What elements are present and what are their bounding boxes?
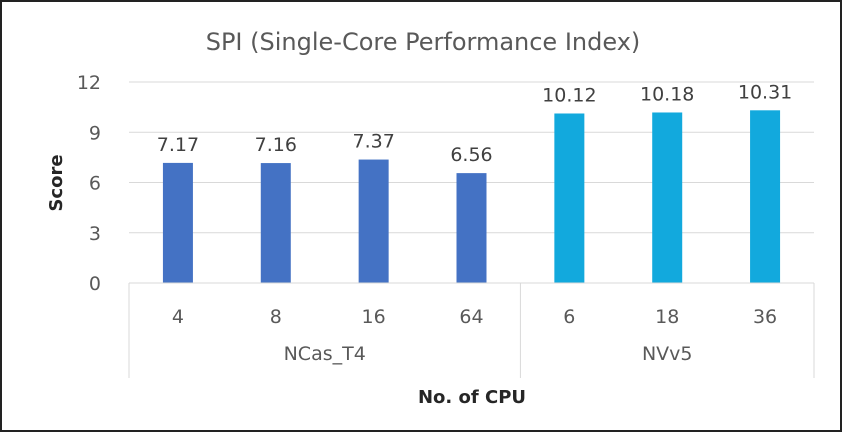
y-tick-label-4: 12	[77, 72, 101, 94]
x-tick-label-ncas-t4-64: 64	[459, 306, 483, 328]
x-tick-label-ncas-t4-16: 16	[362, 306, 386, 328]
bar-nvv5-36	[750, 110, 781, 284]
x-tick-label-nvv5-18: 18	[655, 306, 679, 328]
bar-ncas-t4-64	[456, 173, 487, 283]
data-label-ncas-t4-4: 7.17	[157, 134, 199, 156]
x-axis-title: No. of CPU	[418, 387, 526, 408]
data-label-nvv5-36: 10.31	[738, 81, 792, 103]
y-tick-label-3: 9	[89, 122, 101, 144]
data-label-nvv5-6: 10.12	[542, 84, 596, 106]
bar-ncas-t4-16	[358, 159, 389, 283]
y-tick-label-0: 0	[89, 273, 101, 295]
group-label-nvv5: NVv5	[642, 343, 693, 365]
x-axis: 4 8 16 64 NCas_T4 6 18 36 NVv5	[128, 282, 815, 378]
chart-title: SPI (Single-Core Performance Index)	[206, 28, 641, 56]
y-tick-label-2: 6	[89, 173, 101, 195]
x-tick-label-nvv5-6: 6	[563, 306, 575, 328]
data-label-ncas-t4-8: 7.16	[255, 134, 297, 156]
bar-ncas-t4-4	[162, 162, 193, 283]
x-tick-label-nvv5-36: 36	[753, 306, 777, 328]
y-axis-title: Score	[46, 154, 67, 211]
bar-nvv5-6	[554, 113, 585, 284]
group-label-ncas-t4: NCas_T4	[284, 343, 366, 365]
data-label-ncas-t4-64: 6.56	[450, 144, 492, 166]
x-tick-label-ncas-t4-8: 8	[270, 306, 282, 328]
bars	[162, 110, 781, 284]
y-tick-label-1: 3	[89, 223, 101, 245]
bar-nvv5-18	[652, 112, 683, 283]
data-labels: 7.17 7.16 7.37 6.56 10.12 10.18 10.31	[157, 81, 793, 166]
data-label-nvv5-18: 10.18	[640, 83, 694, 105]
data-label-ncas-t4-16: 7.37	[352, 131, 394, 153]
bar-ncas-t4-8	[260, 163, 291, 283]
x-tick-label-ncas-t4-4: 4	[172, 306, 184, 328]
y-axis-ticks: 0 3 6 9 12	[77, 72, 101, 295]
